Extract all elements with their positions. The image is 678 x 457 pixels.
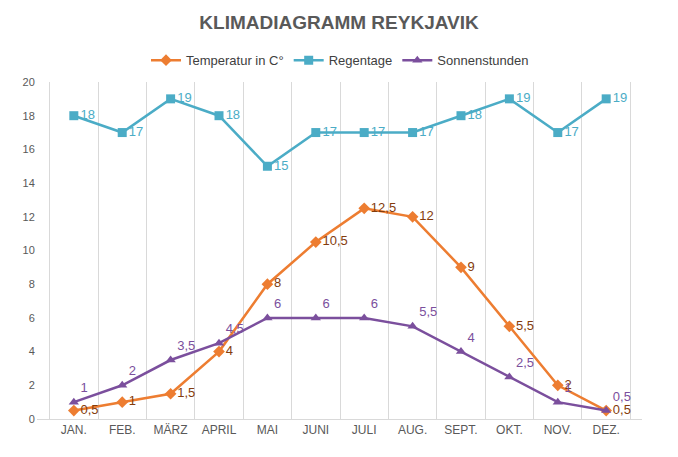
svg-text:DEZ.: DEZ.	[593, 423, 620, 437]
svg-text:0,5: 0,5	[80, 402, 98, 417]
svg-text:6: 6	[274, 296, 281, 311]
svg-text:FEB.: FEB.	[109, 423, 136, 437]
svg-text:1,5: 1,5	[177, 385, 195, 400]
svg-text:1: 1	[80, 380, 87, 395]
svg-text:18: 18	[468, 107, 482, 122]
svg-text:6: 6	[29, 312, 35, 324]
svg-text:NOV.: NOV.	[544, 423, 572, 437]
svg-text:3,5: 3,5	[177, 338, 195, 353]
svg-text:18: 18	[23, 110, 35, 122]
svg-text:JULI: JULI	[352, 423, 377, 437]
svg-text:17: 17	[129, 124, 143, 139]
svg-text:1: 1	[129, 393, 136, 408]
svg-text:8: 8	[274, 275, 281, 290]
svg-text:18: 18	[80, 107, 94, 122]
svg-text:MAI: MAI	[257, 423, 278, 437]
svg-text:14: 14	[23, 177, 35, 189]
svg-text:10: 10	[23, 244, 35, 256]
svg-text:APRIL: APRIL	[202, 423, 237, 437]
svg-text:17: 17	[322, 124, 336, 139]
svg-text:1: 1	[564, 380, 571, 395]
svg-text:JAN.: JAN.	[61, 423, 87, 437]
svg-text:4,5: 4,5	[226, 321, 244, 336]
svg-text:17: 17	[371, 124, 385, 139]
svg-text:6: 6	[322, 296, 329, 311]
svg-text:18: 18	[226, 107, 240, 122]
svg-text:0,5: 0,5	[613, 389, 631, 404]
svg-text:KLIMADIAGRAMM REYKJAVIK: KLIMADIAGRAMM REYKJAVIK	[199, 12, 479, 33]
svg-text:JUNI: JUNI	[302, 423, 329, 437]
svg-text:17: 17	[419, 124, 433, 139]
svg-text:SEPT.: SEPT.	[444, 423, 477, 437]
svg-text:4: 4	[29, 345, 35, 357]
svg-text:2: 2	[564, 377, 571, 392]
svg-text:MÄRZ: MÄRZ	[154, 423, 188, 437]
svg-text:16: 16	[23, 143, 35, 155]
svg-text:19: 19	[516, 90, 530, 105]
svg-text:Sonnenstunden: Sonnenstunden	[437, 53, 528, 68]
svg-text:0,5: 0,5	[613, 402, 631, 417]
svg-text:Temperatur in C°: Temperatur in C°	[186, 53, 284, 68]
svg-text:5,5: 5,5	[419, 304, 437, 319]
svg-text:19: 19	[177, 90, 191, 105]
svg-text:0: 0	[29, 413, 35, 425]
svg-text:2,5: 2,5	[516, 355, 534, 370]
svg-text:19: 19	[613, 90, 627, 105]
svg-text:2: 2	[29, 379, 35, 391]
svg-text:15: 15	[274, 158, 288, 173]
svg-text:8: 8	[29, 278, 35, 290]
svg-text:17: 17	[564, 124, 578, 139]
svg-text:20: 20	[23, 76, 35, 88]
svg-text:12: 12	[23, 211, 35, 223]
svg-text:5,5: 5,5	[516, 318, 534, 333]
svg-text:Regentage: Regentage	[329, 53, 393, 68]
svg-text:OKT.: OKT.	[496, 423, 523, 437]
svg-text:4: 4	[468, 330, 475, 345]
svg-text:10,5: 10,5	[322, 233, 347, 248]
svg-text:12: 12	[419, 208, 433, 223]
svg-text:12,5: 12,5	[371, 200, 396, 215]
svg-text:2: 2	[129, 363, 136, 378]
svg-text:9: 9	[468, 259, 475, 274]
svg-text:AUG.: AUG.	[398, 423, 427, 437]
svg-text:6: 6	[371, 296, 378, 311]
svg-text:4: 4	[226, 343, 233, 358]
